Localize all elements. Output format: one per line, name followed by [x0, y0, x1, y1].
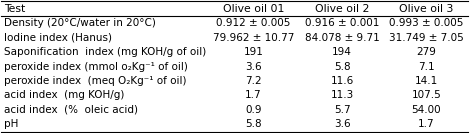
Text: 31.749 ± 7.05: 31.749 ± 7.05 — [389, 33, 464, 43]
Text: 5.7: 5.7 — [334, 105, 351, 115]
Text: 54.00: 54.00 — [411, 105, 441, 115]
Text: Olive oil 2: Olive oil 2 — [315, 4, 369, 14]
Text: 279: 279 — [416, 47, 436, 57]
Text: 0.993 ± 0.005: 0.993 ± 0.005 — [389, 18, 464, 28]
Text: 5.8: 5.8 — [245, 119, 262, 129]
Text: 1.7: 1.7 — [418, 119, 435, 129]
Text: 1.7: 1.7 — [245, 90, 262, 100]
Text: 7.1: 7.1 — [418, 61, 435, 72]
Text: 3.6: 3.6 — [245, 61, 262, 72]
Text: 79.962 ± 10.77: 79.962 ± 10.77 — [213, 33, 294, 43]
Text: 191: 191 — [244, 47, 264, 57]
Text: 0.916 ± 0.001: 0.916 ± 0.001 — [305, 18, 379, 28]
Text: 3.6: 3.6 — [334, 119, 351, 129]
Text: 5.8: 5.8 — [334, 61, 351, 72]
Text: Olive oil 01: Olive oil 01 — [223, 4, 284, 14]
Text: acid index  (%  oleic acid): acid index (% oleic acid) — [4, 105, 138, 115]
Text: Iodine index (Hanus): Iodine index (Hanus) — [4, 33, 112, 43]
Text: acid index  (mg KOH/g): acid index (mg KOH/g) — [4, 90, 124, 100]
Text: 0.9: 0.9 — [245, 105, 262, 115]
Text: 0.912 ± 0.005: 0.912 ± 0.005 — [216, 18, 291, 28]
Text: 14.1: 14.1 — [415, 76, 438, 86]
Text: 194: 194 — [332, 47, 352, 57]
Text: 107.5: 107.5 — [411, 90, 441, 100]
Text: 7.2: 7.2 — [245, 76, 262, 86]
Text: peroxide index (mmol o₂Kg⁻¹ of oil): peroxide index (mmol o₂Kg⁻¹ of oil) — [4, 61, 188, 72]
Text: Density (20°C/water in 20°C): Density (20°C/water in 20°C) — [4, 18, 155, 28]
Text: peroxide index  (meq O₂Kg⁻¹ of oil): peroxide index (meq O₂Kg⁻¹ of oil) — [4, 76, 186, 86]
Text: Olive oil 3: Olive oil 3 — [399, 4, 454, 14]
Text: 11.6: 11.6 — [330, 76, 354, 86]
Text: pH: pH — [4, 119, 18, 129]
Text: 11.3: 11.3 — [330, 90, 354, 100]
Text: 84.078 ± 9.71: 84.078 ± 9.71 — [305, 33, 380, 43]
Text: Saponification  index (mg KOH/g of oil): Saponification index (mg KOH/g of oil) — [4, 47, 206, 57]
Text: Test: Test — [4, 4, 25, 14]
